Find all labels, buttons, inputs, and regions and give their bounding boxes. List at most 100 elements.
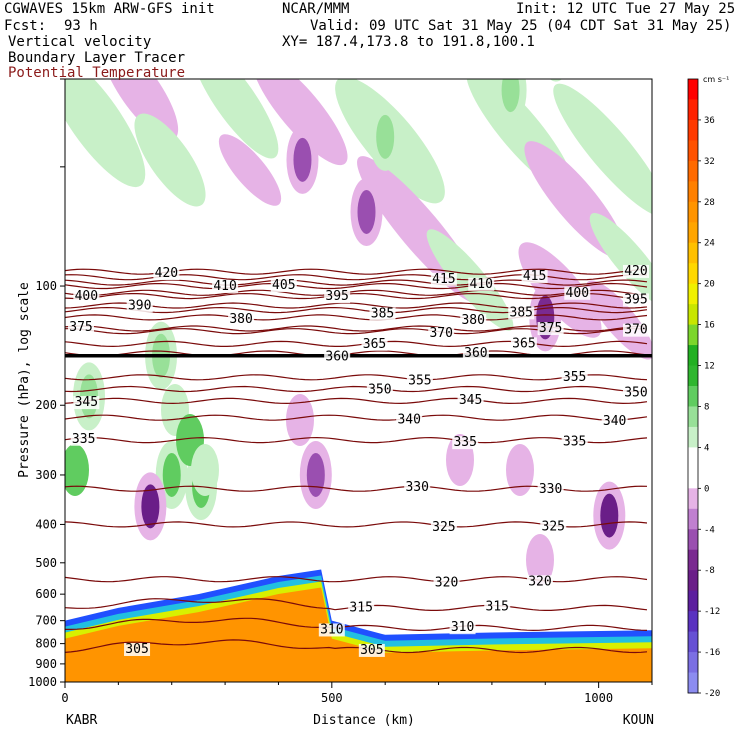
colorbar-label-4: 4 [704, 443, 709, 453]
isentrope-label-340: 340 [603, 414, 626, 429]
isentrope-label-405: 405 [272, 278, 295, 293]
isentrope-label-335: 335 [453, 435, 476, 450]
isentrope-350 [65, 385, 648, 393]
init-time: Init: 12 UTC Tue 27 May 25 [516, 1, 736, 17]
isentrope-label-bg-310-0 [318, 623, 345, 637]
velocity-band-13 [134, 113, 206, 207]
isentrope-label-385: 385 [371, 306, 394, 321]
isentrope-label-bg-345-1 [457, 394, 484, 408]
bl-core-orange [65, 587, 652, 682]
plot-frame [64, 78, 653, 683]
isentrope-label-bg-325-1 [540, 520, 567, 534]
field-name-boundary-layer-tracer: Boundary Layer Tracer [8, 50, 186, 66]
isentrope-label-bg-370-0 [428, 326, 455, 340]
isentrope-label-bg-325-0 [430, 521, 457, 535]
center-name: NCAR/MMM [282, 1, 350, 17]
isentrope-label-385: 385 [510, 305, 533, 320]
colorbar-swatch-4 [688, 160, 698, 182]
isentrope-label-bg-320-0 [433, 576, 460, 590]
velocity-core-11 [293, 137, 312, 182]
x-tick-label-1000: 1000 [584, 691, 613, 705]
isentrope-label-bg-390-0 [126, 299, 153, 313]
isentrope-label-420: 420 [624, 264, 647, 279]
colorbar-swatch-15 [688, 386, 698, 407]
colorbar-label-36: 36 [704, 116, 715, 126]
x-axis-title: Distance (km) [313, 713, 415, 728]
isentrope-340 [65, 414, 648, 421]
isentrope-label-380: 380 [461, 313, 484, 328]
colorbar-label--8: -8 [704, 566, 715, 576]
y-tick-label-700: 700 [35, 614, 57, 628]
colorbar-swatch-18 [688, 447, 698, 469]
x-endpoint-right: KOUN [623, 713, 654, 728]
colorbar-swatch-9 [688, 263, 698, 285]
colorbar-label-28: 28 [704, 198, 715, 208]
isentrope-label-305: 305 [125, 642, 148, 657]
isentrope-label-315: 315 [486, 600, 509, 615]
isentrope-label-bg-365-0 [361, 337, 388, 351]
y-tick-label-1000: 1000 [28, 675, 57, 689]
isentrope-label-360: 360 [464, 346, 487, 361]
isentrope-label-bg-375-1 [537, 322, 564, 336]
isentrope-label-330: 330 [539, 482, 562, 497]
velocity-lower-3 [65, 444, 89, 496]
isentrope-label-bg-305-1 [358, 643, 385, 657]
isentrope-label-320: 320 [435, 576, 458, 591]
velocity-band-7 [518, 242, 602, 338]
isentrope-label-bg-385-0 [369, 307, 396, 321]
y-tick-label-800: 800 [35, 637, 57, 651]
isentrope-345 [65, 397, 648, 405]
colorbar-swatch-26 [688, 611, 698, 633]
colorbar-swatch-8 [688, 242, 698, 264]
isentrope-label-395: 395 [624, 292, 647, 307]
colorbar-swatch-22 [688, 529, 698, 551]
velocity-core-0 [162, 452, 181, 497]
isentrope-label-bg-400-1 [564, 286, 591, 300]
colorbar-swatch-17 [688, 426, 698, 448]
colorbar-label-24: 24 [704, 239, 715, 249]
velocity-core-12 [357, 189, 376, 234]
x-endpoint-left: KABR [66, 713, 97, 728]
isentrope-label-375: 375 [539, 321, 562, 336]
isentrope-label-bg-340-1 [601, 415, 628, 429]
isentrope-label-370: 370 [624, 323, 647, 338]
colorbar-swatch-29 [688, 672, 698, 694]
isentrope-label-bg-420-1 [622, 264, 649, 278]
isentrope-label-bg-400-0 [73, 290, 100, 304]
colorbar-swatch-27 [688, 631, 698, 653]
isentrope-label-bg-335-0 [70, 432, 97, 446]
isentrope-label-400: 400 [566, 286, 589, 301]
isentrope-label-bg-370-1 [622, 323, 649, 337]
isentrope-label-bg-405-0 [270, 279, 297, 293]
velocity-core-9 [306, 452, 325, 497]
isentrope-label-340: 340 [397, 412, 420, 427]
colorbar-swatch-1 [688, 99, 698, 121]
isentrope-label-bg-410-1 [468, 277, 495, 291]
y-tick-label-400: 400 [35, 517, 57, 531]
isentrope-label-bg-315-0 [348, 601, 375, 615]
isentrope-label-bg-355-1 [561, 371, 588, 385]
isentrope-365 [65, 340, 648, 348]
colorbar-swatch-11 [688, 304, 698, 326]
colorbar-label-8: 8 [704, 402, 709, 412]
colorbar-swatch-25 [688, 590, 698, 612]
colorbar-label--12: -12 [704, 607, 720, 617]
isentrope-label-bg-415-1 [521, 270, 548, 284]
colorbar-swatch-7 [688, 222, 698, 244]
velocity-lower-6 [506, 444, 534, 496]
colorbar-swatch-23 [688, 549, 698, 571]
isentrope-355 [65, 374, 648, 381]
isentrope-label-bg-350-1 [622, 386, 649, 400]
isentrope-label-320: 320 [528, 574, 551, 589]
isentrope-label-420: 420 [155, 266, 178, 281]
isentrope-405 [65, 282, 648, 290]
colorbar-swatch-10 [688, 283, 698, 305]
isentrope-label-310: 310 [451, 620, 474, 635]
forecast-hour: 93 h [64, 18, 98, 34]
y-tick-label-100: 100 [35, 279, 57, 293]
x-axis: 0 500 1000 [61, 682, 653, 705]
isentrope-label-355: 355 [563, 370, 586, 385]
isentrope-label-330: 330 [405, 480, 428, 495]
isentrope-label-355: 355 [408, 374, 431, 389]
